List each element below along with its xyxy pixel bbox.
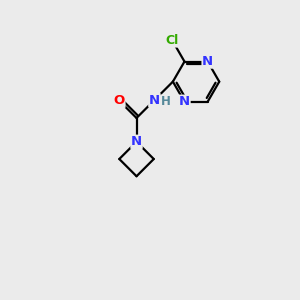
- Text: N: N: [149, 94, 160, 106]
- Text: H: H: [161, 95, 171, 108]
- Text: N: N: [131, 135, 142, 148]
- Text: N: N: [179, 95, 190, 108]
- Text: Cl: Cl: [166, 34, 179, 47]
- Text: O: O: [114, 94, 125, 107]
- Text: N: N: [202, 55, 213, 68]
